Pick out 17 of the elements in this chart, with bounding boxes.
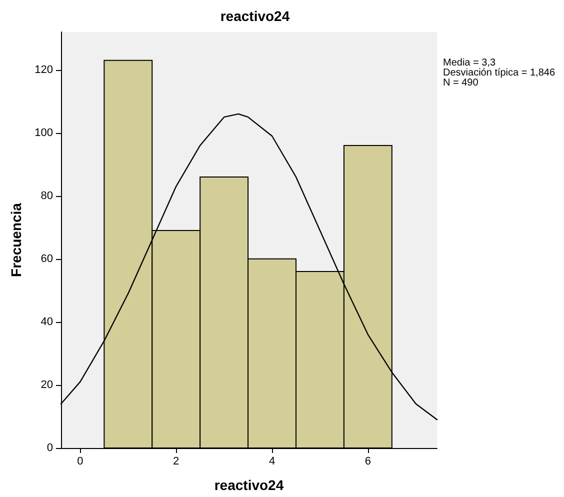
x-tick-label: 6 <box>364 456 371 468</box>
text: N = 490 <box>443 78 479 88</box>
y-tick-label: 40 <box>40 316 53 328</box>
y-tick-label: 20 <box>40 378 53 391</box>
y-tick-label: 60 <box>40 252 53 265</box>
y-tick-label: 120 <box>34 64 53 76</box>
y-axis-title: Frecuencia <box>8 202 24 277</box>
x-axis-title: reactivo24 <box>214 477 284 493</box>
chart-title: reactivo24 <box>220 8 290 24</box>
text: Media = 3,3 <box>443 58 496 68</box>
text: Desviación típica = 1,846 <box>443 68 556 78</box>
y-tick-label: 80 <box>40 190 53 202</box>
y-tick-label: 0 <box>46 442 53 454</box>
y-tick-label: 100 <box>34 126 53 139</box>
x-tick-label: 4 <box>268 456 276 468</box>
x-tick-label: 2 <box>173 456 180 468</box>
x-tick-label: 0 <box>77 456 84 468</box>
